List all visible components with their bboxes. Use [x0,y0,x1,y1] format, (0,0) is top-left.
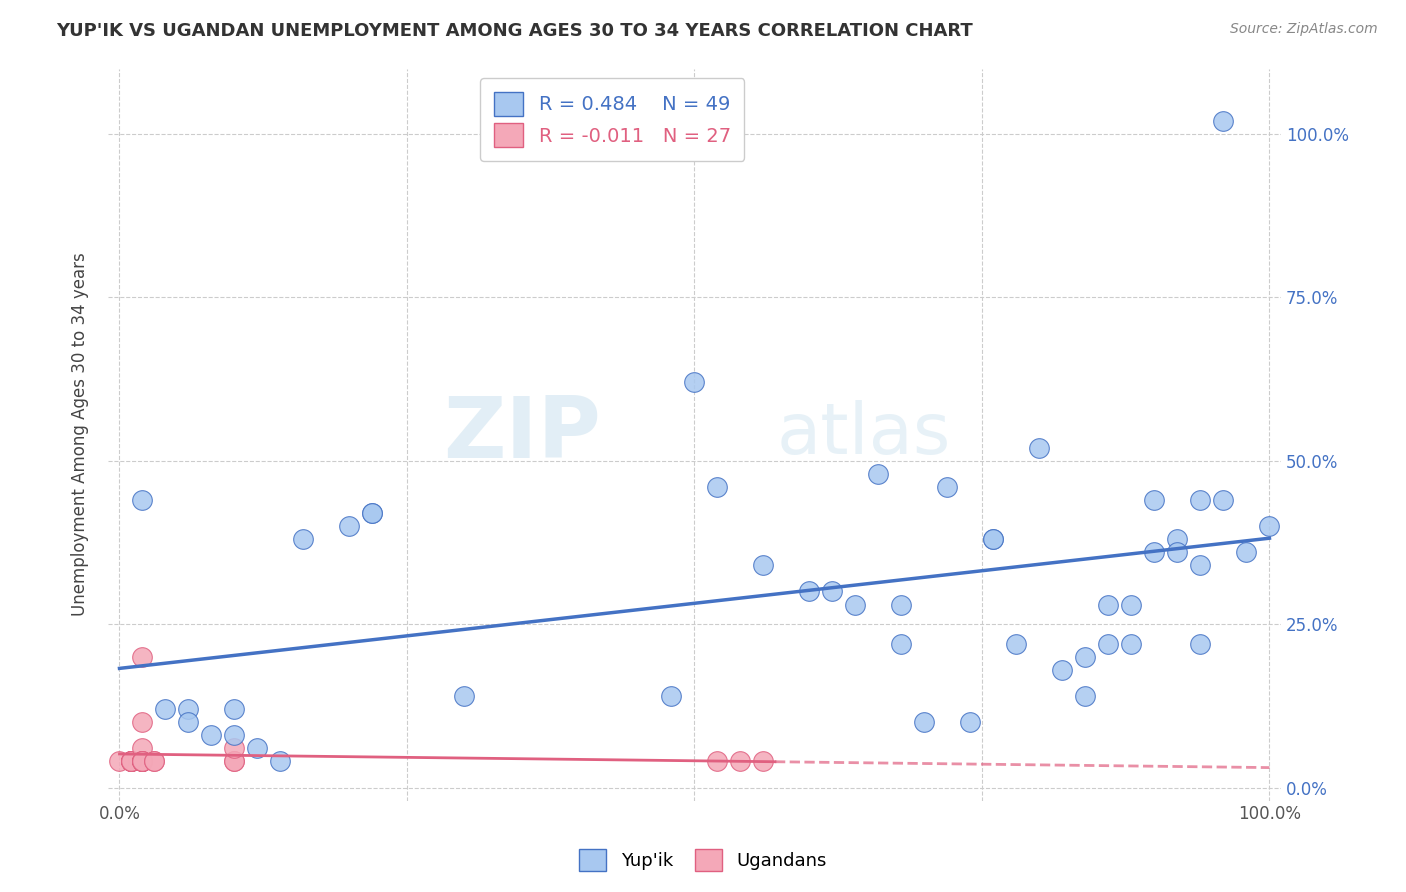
Point [983,532,1005,546]
Point [1143,545,1166,559]
Point [131,755,153,769]
Point [131,649,153,664]
Point [1121,598,1143,612]
Point [120,755,142,769]
Point [1166,545,1188,559]
Point [339,519,361,533]
Point [1189,637,1212,651]
Legend: Yup'ik, Ugandans: Yup'ik, Ugandans [572,842,834,879]
Point [1097,637,1119,651]
Point [983,532,1005,546]
Point [914,715,936,730]
Point [730,755,752,769]
Point [361,506,384,520]
Point [224,702,246,716]
Point [752,755,775,769]
Point [246,741,269,756]
Point [1074,689,1097,703]
Point [706,480,728,494]
Point [224,741,246,756]
Point [1097,598,1119,612]
Point [177,702,200,716]
Point [224,755,246,769]
Point [131,715,153,730]
Point [361,506,384,520]
Point [1258,519,1281,533]
Point [131,755,153,769]
Point [1005,637,1028,651]
Point [844,598,866,612]
Point [120,755,142,769]
Point [1236,545,1258,559]
Point [177,715,200,730]
Point [959,715,981,730]
Point [269,755,291,769]
Y-axis label: Unemployment Among Ages 30 to 34 years: Unemployment Among Ages 30 to 34 years [72,252,89,616]
Point [706,755,728,769]
Point [143,755,166,769]
Legend: R = 0.484    N = 49, R = -0.011   N = 27: R = 0.484 N = 49, R = -0.011 N = 27 [481,78,744,161]
Point [890,598,912,612]
Point [131,492,153,507]
Point [890,637,912,651]
Point [1143,492,1166,507]
Point [108,755,131,769]
Point [131,755,153,769]
Point [131,755,153,769]
Point [224,728,246,742]
Point [936,480,959,494]
Point [120,755,142,769]
Point [200,728,222,742]
Point [821,584,844,599]
Text: ZIP: ZIP [443,393,600,476]
Point [683,376,706,390]
Text: Source: ZipAtlas.com: Source: ZipAtlas.com [1230,22,1378,37]
Point [120,755,142,769]
Point [120,755,142,769]
Point [131,755,153,769]
Point [1121,637,1143,651]
Point [1028,441,1050,455]
Point [120,755,142,769]
Point [120,755,142,769]
Point [143,755,166,769]
Point [1052,663,1074,677]
Point [752,558,775,573]
Point [292,532,315,546]
Point [1189,492,1212,507]
Point [799,584,821,599]
Point [131,755,153,769]
Point [224,755,246,769]
Point [868,467,890,481]
Point [131,755,153,769]
Point [1212,113,1234,128]
Point [155,702,177,716]
Point [131,741,153,756]
Point [1166,532,1188,546]
Point [1074,649,1097,664]
Point [1189,558,1212,573]
Text: YUP'IK VS UGANDAN UNEMPLOYMENT AMONG AGES 30 TO 34 YEARS CORRELATION CHART: YUP'IK VS UGANDAN UNEMPLOYMENT AMONG AGE… [56,22,973,40]
Point [661,689,683,703]
Text: atlas: atlas [776,401,950,469]
Point [453,689,475,703]
Point [131,755,153,769]
Point [1212,492,1234,507]
